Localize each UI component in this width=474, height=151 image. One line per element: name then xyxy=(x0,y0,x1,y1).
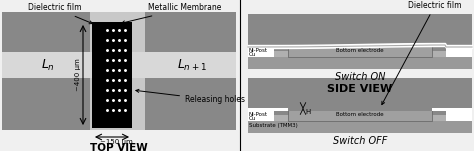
Text: Ni-Post: Ni-Post xyxy=(249,111,268,117)
Text: ~400 μm: ~400 μm xyxy=(75,59,81,91)
Text: Bottom electrode: Bottom electrode xyxy=(336,48,384,53)
Text: $L_n$: $L_n$ xyxy=(41,57,55,72)
Text: Bottom electrode: Bottom electrode xyxy=(336,112,384,117)
Text: Switch OFF: Switch OFF xyxy=(333,136,387,146)
Bar xyxy=(288,45,432,57)
Text: Ni-Post: Ni-Post xyxy=(249,48,268,53)
Bar xyxy=(248,108,472,111)
Text: $L_{n+1}$: $L_{n+1}$ xyxy=(177,57,207,72)
Text: Metallic Membrane: Metallic Membrane xyxy=(122,3,222,24)
Text: Cu: Cu xyxy=(249,51,256,56)
Text: ~150 μm: ~150 μm xyxy=(100,139,132,145)
Bar xyxy=(446,47,472,57)
Bar xyxy=(92,22,104,128)
Bar xyxy=(90,12,145,130)
Text: H: H xyxy=(305,109,310,115)
Text: Cu: Cu xyxy=(249,116,256,120)
Bar xyxy=(248,57,472,69)
Text: Switch ON: Switch ON xyxy=(335,72,385,82)
Bar xyxy=(248,47,274,57)
Bar xyxy=(104,22,132,128)
Bar xyxy=(446,111,472,121)
Bar xyxy=(248,111,274,121)
Bar xyxy=(2,12,236,130)
Bar xyxy=(248,121,472,133)
Bar xyxy=(248,78,472,133)
Bar xyxy=(2,52,236,78)
Bar xyxy=(248,51,472,57)
Text: TOP VIEW: TOP VIEW xyxy=(90,143,148,151)
Bar xyxy=(248,14,472,69)
Bar xyxy=(288,109,432,121)
Bar xyxy=(248,115,472,121)
Text: SIDE VIEW: SIDE VIEW xyxy=(328,84,392,94)
Text: Dielectric film: Dielectric film xyxy=(382,0,462,105)
Text: Dielectric film: Dielectric film xyxy=(28,3,92,24)
Text: Releasing holes: Releasing holes xyxy=(136,89,245,104)
Bar xyxy=(288,108,432,111)
Text: Substrate (TMM3): Substrate (TMM3) xyxy=(249,124,298,129)
